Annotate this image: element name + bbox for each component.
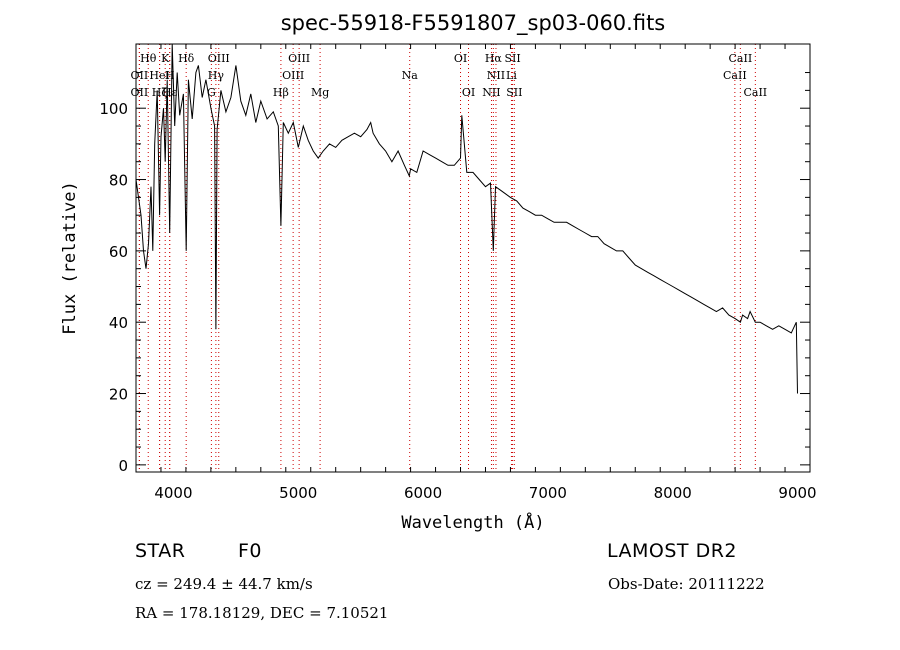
feature-label: CaII [723, 69, 747, 82]
object-class: STAR [135, 540, 186, 562]
feature-label: OIII [288, 52, 310, 65]
feature-label: SII [506, 86, 522, 99]
survey-label: LAMOST DR2 [607, 540, 737, 562]
feature-label: OIII [282, 69, 304, 82]
feature-label: Hα [485, 52, 503, 65]
x-axis-label: Wavelength (Å) [401, 511, 544, 533]
feature-label: OI [454, 52, 467, 65]
y-tick-label: 80 [109, 172, 128, 190]
x-tick-label: 5000 [279, 484, 317, 502]
feature-label: Hδ [178, 52, 195, 65]
feature-label: OI [462, 86, 475, 99]
feature-label: Hθ [140, 52, 157, 65]
x-tick-label: 6000 [404, 484, 442, 502]
object-subclass: F0 [238, 540, 263, 562]
feature-label: NII [482, 86, 500, 99]
feature-label: K [161, 52, 170, 65]
y-tick-label: 60 [109, 243, 128, 261]
x-tick-label: 9000 [778, 484, 816, 502]
spectrum-line [135, 43, 798, 394]
feature-label: Hε [162, 86, 178, 99]
feature-label: Hβ [273, 86, 289, 99]
y-tick-label: 40 [109, 314, 128, 332]
feature-label: Mg [311, 86, 329, 99]
x-tick-label: 4000 [154, 484, 192, 502]
feature-label: G [207, 86, 216, 99]
feature-label: NII [487, 69, 505, 82]
y-tick-label: 20 [109, 386, 128, 404]
redshift-velocity: cz = 249.4 ± 44.7 km/s [135, 575, 313, 593]
y-axis-label: Flux (relative) [60, 181, 80, 335]
feature-label: Hγ [208, 69, 225, 82]
feature-label: OII [131, 86, 149, 99]
feature-label: CaII [729, 52, 753, 65]
sky-coordinates: RA = 178.18129, DEC = 7.10521 [135, 604, 389, 622]
feature-label: Li [506, 69, 517, 82]
feature-label: HeI [149, 69, 169, 82]
y-tick-label: 100 [99, 100, 128, 118]
chart-title: spec-55918-F5591807_sp03-060.fits [281, 11, 666, 36]
x-tick-label: 8000 [654, 484, 692, 502]
feature-label: SII [504, 52, 520, 65]
feature-label: CaII [743, 86, 767, 99]
feature-label: H [165, 69, 175, 82]
feature-label: OII [131, 69, 149, 82]
observation-date: Obs-Date: 20111222 [608, 575, 765, 593]
feature-label: OIII [208, 52, 230, 65]
plot-frame [135, 43, 811, 473]
feature-label: Na [402, 69, 419, 82]
y-tick-label: 0 [118, 457, 128, 475]
feature-label: Hζ [152, 86, 168, 99]
x-tick-label: 7000 [529, 484, 567, 502]
